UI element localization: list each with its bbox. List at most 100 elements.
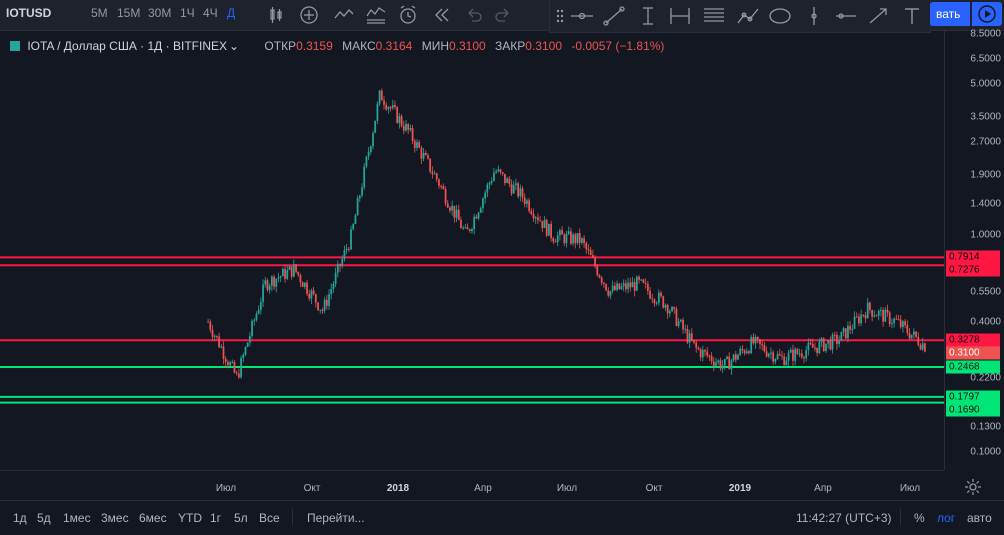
symbol-title[interactable]: IOTA / Доллар США · 1Д · BITFINEX ⌄ — [27, 39, 240, 53]
drag-handle-icon[interactable] — [554, 3, 566, 29]
range-5y[interactable]: 5л — [234, 511, 248, 525]
candle-body — [585, 242, 588, 250]
brush-path-icon[interactable] — [734, 3, 762, 29]
candle-body — [409, 127, 412, 130]
range-5d[interactable]: 5д — [37, 511, 51, 525]
candle-body — [541, 220, 544, 228]
arrow-icon[interactable] — [864, 3, 892, 29]
candle-body — [646, 283, 649, 291]
candle-body — [596, 266, 599, 276]
candle-body — [343, 250, 346, 259]
candle-body — [554, 241, 557, 243]
candle-body — [763, 345, 766, 352]
candle-body — [822, 338, 825, 352]
candle-body — [312, 290, 315, 295]
symbol-search[interactable]: IOTUSD — [6, 6, 52, 20]
candle-body — [772, 352, 775, 362]
trend-line-icon[interactable] — [600, 3, 628, 29]
vertical-line-icon[interactable] — [800, 3, 828, 29]
text-icon[interactable] — [898, 3, 926, 29]
candles-icon[interactable] — [265, 4, 287, 26]
range-3m[interactable]: 3мес — [101, 511, 129, 525]
candle-body — [673, 306, 676, 309]
candle-body — [321, 309, 324, 311]
candle-body — [374, 120, 377, 133]
candle-body — [356, 198, 359, 216]
candle-body — [488, 182, 491, 185]
candle-body — [618, 283, 621, 290]
log-scale-toggle[interactable]: лог — [937, 511, 956, 525]
candle-body — [789, 349, 792, 353]
candle-body — [794, 349, 797, 361]
play-icon — [978, 5, 996, 23]
horizontal-ray-icon[interactable] — [568, 3, 596, 29]
candle-body — [592, 255, 594, 258]
range-1m[interactable]: 1мес — [63, 511, 91, 525]
candle-body — [255, 313, 258, 321]
timeframe-5m[interactable]: 5М — [91, 6, 108, 20]
timeframe-1h[interactable]: 1Ч — [180, 6, 195, 20]
gear-icon[interactable] — [964, 478, 982, 496]
compare-add-icon[interactable] — [298, 4, 320, 26]
range-all[interactable]: Все — [259, 511, 280, 525]
candle-body — [902, 321, 904, 328]
timeframe-4h[interactable]: 4Ч — [203, 6, 218, 20]
candle-body — [543, 219, 546, 228]
candle-body — [686, 328, 689, 343]
candle-body — [460, 220, 462, 229]
candle-body — [424, 153, 427, 156]
candle-body — [737, 354, 739, 360]
candle-body — [561, 230, 563, 235]
undo-icon[interactable] — [463, 4, 485, 26]
price-axis[interactable]: 8.5000 6.5000 5.0000 3.5000 2.7000 1.9000 1.40… — [944, 29, 1004, 470]
candle-body — [231, 361, 234, 363]
templates-icon[interactable] — [365, 4, 387, 26]
candle-body — [216, 335, 218, 337]
candle-body — [638, 276, 640, 280]
goto-date-button[interactable]: Перейти... — [307, 511, 365, 525]
text-cursor-icon[interactable] — [634, 3, 662, 29]
change-value: -0.0057 (−1.81%) — [571, 39, 665, 53]
candle-body — [493, 172, 495, 181]
ellipse-icon[interactable] — [766, 3, 794, 29]
candle-body — [431, 171, 434, 174]
candle-body — [721, 365, 724, 369]
candle-body — [770, 352, 772, 354]
redo-icon[interactable] — [492, 4, 514, 26]
time-axis[interactable]: Июл Окт 2018 Апр Июл Окт 2019 Апр Июл — [0, 470, 944, 501]
fib-retracement-icon[interactable] — [700, 3, 728, 29]
percent-scale-toggle[interactable]: % — [914, 511, 925, 525]
candle-body — [416, 142, 418, 148]
candle-body — [664, 304, 667, 308]
clock-timezone[interactable]: 11:42:27 (UTC+3) — [796, 511, 892, 525]
range-6m[interactable]: 6мес — [139, 511, 167, 525]
indicators-icon[interactable] — [333, 4, 355, 26]
range-1y[interactable]: 1г — [210, 511, 222, 525]
candle-body — [532, 213, 535, 219]
candle-body — [222, 346, 225, 359]
play-button[interactable] — [972, 2, 1002, 26]
range-ytd[interactable]: YTD — [178, 511, 202, 525]
candle-body — [917, 336, 920, 345]
price-tick-label: 6.5000 — [970, 53, 1001, 65]
timeframe-d[interactable]: Д — [227, 6, 236, 20]
candle-body — [471, 229, 473, 232]
time-tick-label: Июл — [899, 483, 921, 494]
range-1d[interactable]: 1д — [13, 511, 27, 525]
alert-clock-icon[interactable] — [397, 4, 419, 26]
candle-body — [847, 325, 849, 339]
date-range-icon[interactable] — [666, 3, 694, 29]
candle-body — [442, 186, 445, 190]
candle-body — [660, 292, 662, 297]
horizontal-line-icon[interactable] — [832, 3, 860, 29]
save-button[interactable]: вать — [930, 2, 970, 26]
timeframe-30m[interactable]: 30М — [148, 6, 172, 20]
auto-scale-toggle[interactable]: авто — [967, 511, 992, 525]
price-chart[interactable] — [0, 30, 944, 470]
low-value: 0.3100 — [449, 39, 486, 53]
timeframe-15m[interactable]: 15М — [117, 6, 141, 20]
replay-icon[interactable] — [431, 4, 453, 26]
candle-body — [440, 185, 443, 187]
candle-body — [671, 306, 673, 312]
candle-body — [904, 321, 906, 326]
